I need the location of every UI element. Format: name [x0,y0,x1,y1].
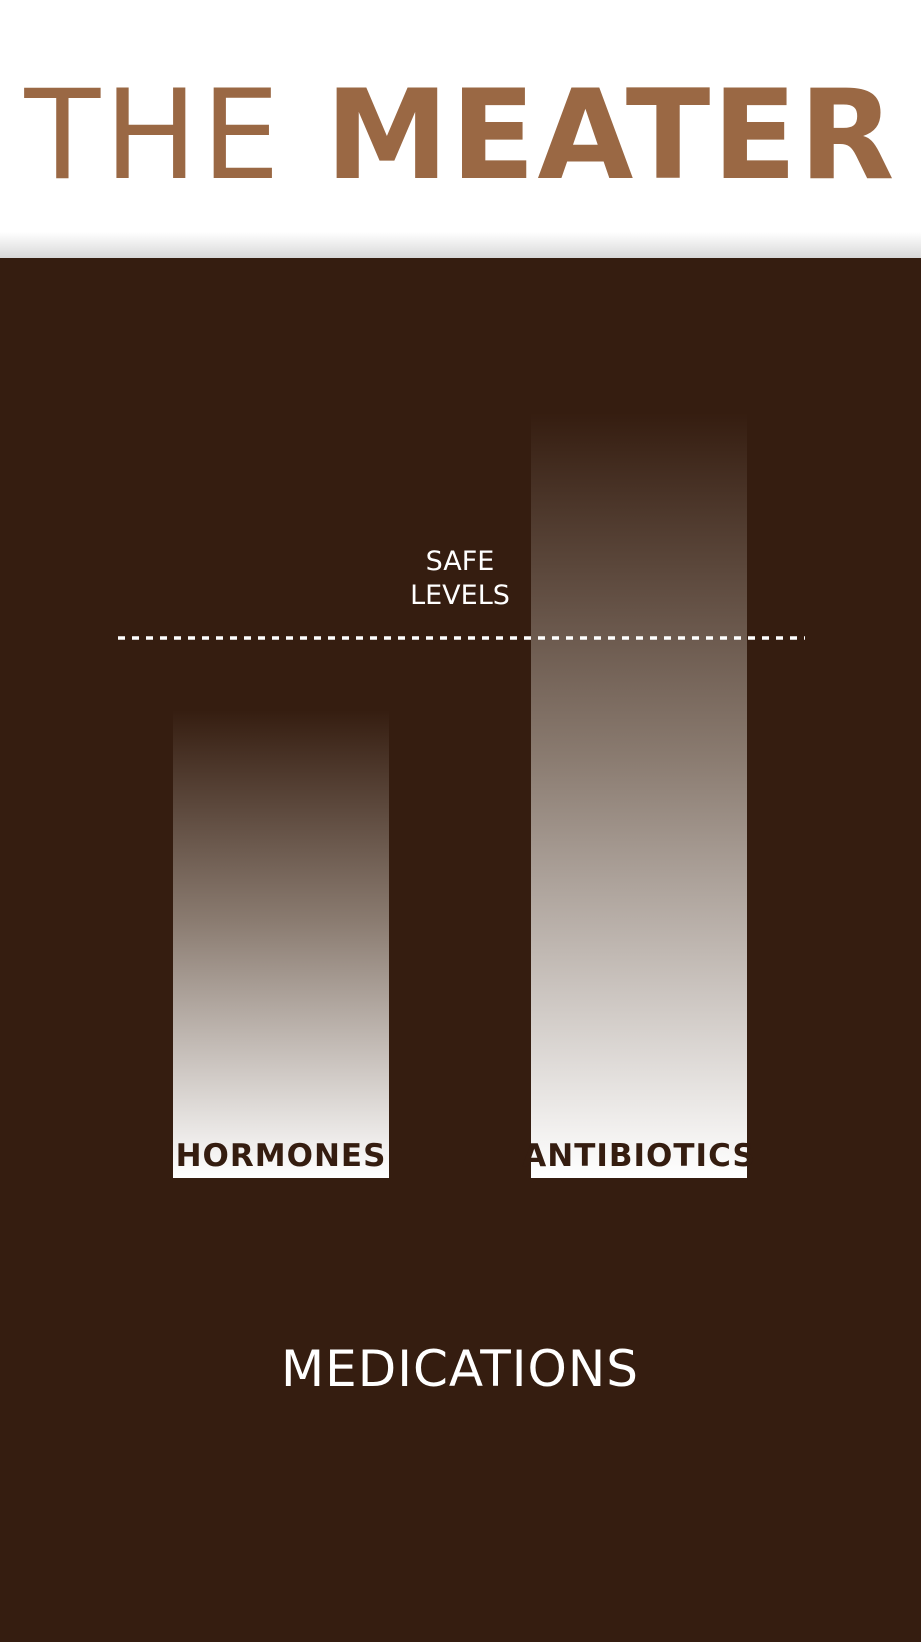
bars-group: HORMONES ANTIBIOTICS [173,413,755,1178]
safe-levels-label-line-1: SAFE [426,546,495,577]
chart-title: MEDICATIONS [281,1340,639,1398]
title-light: THE [24,64,284,208]
bar-antibiotics [531,413,747,1178]
bar-label-hormones: HORMONES [176,1138,387,1174]
bar-hormones [173,710,389,1178]
safe-levels-label-line-2: LEVELS [410,580,510,611]
header-shadow [0,232,921,258]
bar-label-antibiotics: ANTIBIOTICS [522,1138,755,1174]
title-bold: MEATER [325,64,897,208]
header: THE MEATER [0,0,921,258]
chart-panel: HORMONES ANTIBIOTICS SAFE LEVELS MEDICATIO… [0,258,921,1642]
page-title: THE MEATER [0,66,921,206]
chart-background [0,258,921,1642]
